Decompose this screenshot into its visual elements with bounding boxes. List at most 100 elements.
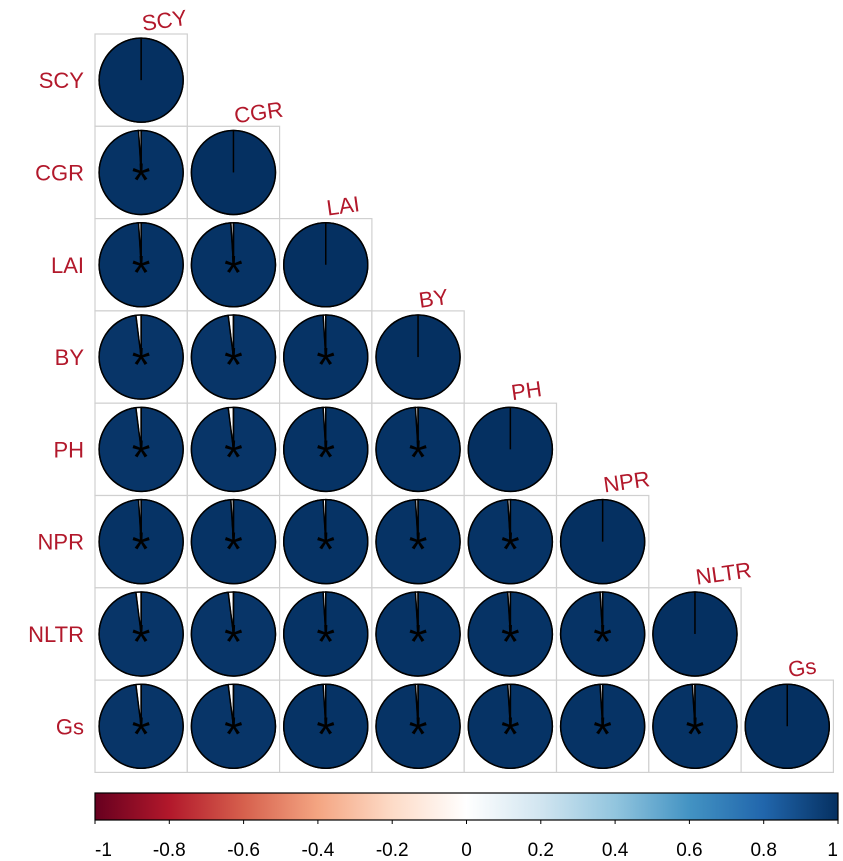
significance-marker: * <box>501 616 520 669</box>
significance-marker: * <box>132 154 151 207</box>
significance-marker: * <box>593 708 612 761</box>
significance-marker: * <box>132 247 151 300</box>
colorbar-tick-label: 1 <box>827 840 838 861</box>
significance-marker: * <box>501 708 520 761</box>
significance-marker: * <box>132 339 151 392</box>
colorbar-tick-label: -0.4 <box>302 840 335 861</box>
column-label-CGR: CGR <box>233 97 285 129</box>
column-label-Gs: Gs <box>786 653 817 682</box>
cell-NPR-SCY: * <box>94 494 188 589</box>
pie-edge <box>227 407 235 450</box>
correlation-cells: * * * * * * * * * * * * * * * * * * * * * * * * * * * * <box>94 33 834 773</box>
cell-Gs-BY: * <box>371 679 465 773</box>
cell-PH-BY: * <box>371 402 465 497</box>
cell-Gs-PH: * <box>463 679 558 773</box>
significance-marker: * <box>501 524 520 577</box>
cell-CGR-SCY: * <box>94 125 188 220</box>
significance-marker: * <box>132 708 151 761</box>
cell-BY-CGR: * <box>186 310 281 404</box>
significance-marker: * <box>132 431 151 484</box>
cell-BY-BY <box>371 310 465 404</box>
colorbar-ticks: -1 -0.8 -0.6 -0.4 -0.2 0 0.2 0.4 0.6 0.8 1 <box>94 820 839 861</box>
significance-marker: * <box>316 708 335 761</box>
row-label-CGR: CGR <box>35 160 84 185</box>
cell-NLTR-BY: * <box>371 587 465 681</box>
pie-edge <box>227 592 235 635</box>
cell-NLTR-LAI: * <box>279 587 373 681</box>
significance-marker: * <box>686 708 705 761</box>
significance-marker: * <box>224 247 243 300</box>
pie-edge <box>135 315 142 358</box>
colorbar-tick-label: -0.8 <box>153 840 186 861</box>
cell-PH-PH <box>463 402 558 497</box>
colorbar-tick-label: 0.2 <box>528 840 554 861</box>
cell-NLTR-NLTR <box>648 587 742 681</box>
cell-Gs-SCY: * <box>94 679 188 773</box>
column-label-NPR: NPR <box>602 466 651 497</box>
significance-marker: * <box>224 431 243 484</box>
colorbar-tick-label: 0 <box>461 840 472 861</box>
cell-NPR-BY: * <box>371 494 465 589</box>
row-label-PH: PH <box>53 437 84 462</box>
significance-marker: * <box>224 616 243 669</box>
colorbar-tick-label: -0.2 <box>376 840 409 861</box>
significance-marker: * <box>316 431 335 484</box>
significance-marker: * <box>132 616 151 669</box>
colorbar-gradient <box>94 792 839 821</box>
cell-SCY-SCY <box>94 33 188 127</box>
cell-Gs-LAI: * <box>279 679 373 773</box>
row-label-SCY: SCY <box>39 68 85 93</box>
row-labels: SCY CGR LAI BY PH NPR NLTR Gs <box>28 68 84 739</box>
cell-Gs-NLTR: * <box>648 679 742 773</box>
cell-Gs-Gs <box>740 679 834 773</box>
cell-NPR-CGR: * <box>186 494 281 589</box>
cell-BY-SCY: * <box>94 310 188 404</box>
significance-marker: * <box>316 524 335 577</box>
cell-BY-LAI: * <box>279 310 373 404</box>
cell-CGR-CGR <box>186 125 281 220</box>
row-label-NPR: NPR <box>38 530 84 555</box>
colorbar-tick-label: -1 <box>95 840 112 861</box>
cell-NPR-LAI: * <box>279 494 373 589</box>
pie-edge <box>227 315 235 358</box>
colorbar-tick-label: -0.6 <box>227 840 260 861</box>
column-label-BY: BY <box>417 284 450 313</box>
significance-marker: * <box>316 339 335 392</box>
cell-NLTR-CGR: * <box>186 587 281 681</box>
column-label-PH: PH <box>510 376 544 405</box>
colorbar: -1 -0.8 -0.6 -0.4 -0.2 0 0.2 0.4 0.6 0.8 1 <box>94 792 839 861</box>
cell-PH-LAI: * <box>279 402 373 497</box>
cell-NLTR-SCY: * <box>94 587 188 681</box>
significance-marker: * <box>593 616 612 669</box>
column-label-LAI: LAI <box>325 191 361 220</box>
colorbar-tick-label: 0.6 <box>676 840 702 861</box>
significance-marker: * <box>224 708 243 761</box>
pie-edge <box>135 684 142 727</box>
significance-marker: * <box>409 524 428 577</box>
colorbar-tick-label: 0.4 <box>602 840 629 861</box>
cell-LAI-SCY: * <box>94 218 188 312</box>
column-label-NLTR: NLTR <box>694 557 753 590</box>
cell-LAI-CGR: * <box>186 218 281 312</box>
significance-marker: * <box>409 431 428 484</box>
column-label-SCY: SCY <box>140 5 189 36</box>
row-label-NLTR: NLTR <box>28 622 84 647</box>
significance-marker: * <box>224 339 243 392</box>
cell-NPR-NPR <box>555 494 650 589</box>
cell-Gs-NPR: * <box>555 679 650 773</box>
cell-NLTR-NPR: * <box>555 587 650 681</box>
cell-PH-SCY: * <box>94 402 188 497</box>
row-label-BY: BY <box>55 345 85 370</box>
pie-edge <box>227 684 235 727</box>
cell-Gs-CGR: * <box>186 679 281 773</box>
row-label-LAI: LAI <box>51 253 84 278</box>
cell-LAI-LAI <box>279 218 373 312</box>
colorbar-tick-label: 0.8 <box>750 840 776 861</box>
significance-marker: * <box>409 616 428 669</box>
pie-edge <box>135 592 142 635</box>
row-label-Gs: Gs <box>56 714 84 739</box>
significance-marker: * <box>316 616 335 669</box>
cell-NPR-PH: * <box>463 494 558 589</box>
pie-edge <box>135 407 142 450</box>
